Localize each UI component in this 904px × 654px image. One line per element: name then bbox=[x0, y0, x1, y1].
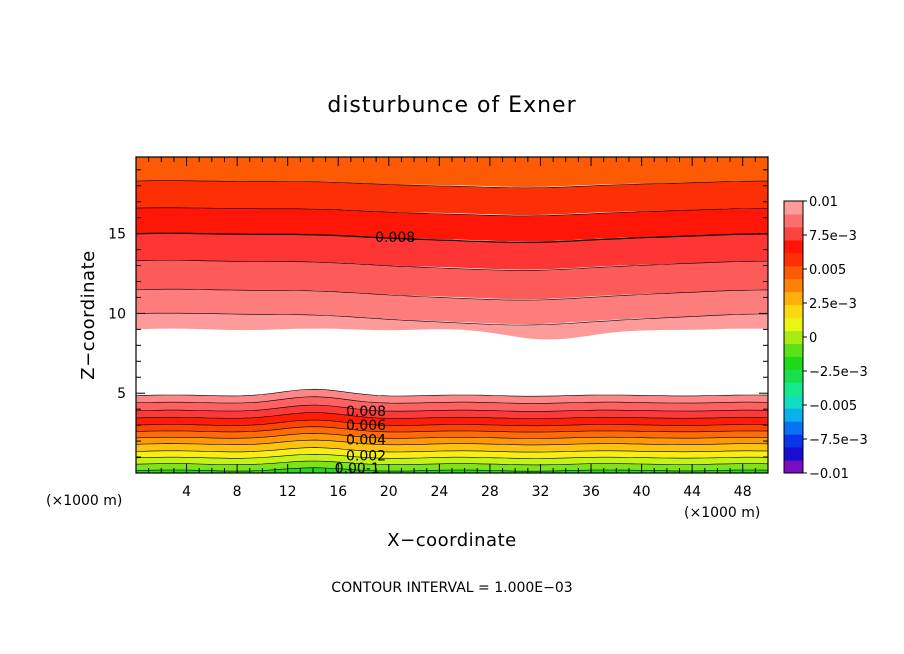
contour-line bbox=[136, 439, 768, 446]
upper-band bbox=[136, 207, 768, 242]
x-tick-label: 32 bbox=[532, 484, 550, 500]
upper-band bbox=[136, 157, 768, 187]
x-tick-label: 24 bbox=[430, 484, 448, 500]
chart-title: disturbunce of Exner bbox=[327, 93, 576, 118]
contour-line bbox=[136, 453, 768, 459]
contour-line bbox=[136, 404, 768, 412]
contour-lines bbox=[136, 180, 768, 472]
x-tick-label: 20 bbox=[380, 484, 398, 500]
lower-band bbox=[136, 420, 768, 433]
contour-line bbox=[136, 207, 768, 217]
lower-band bbox=[136, 447, 768, 459]
contour-line bbox=[136, 232, 768, 243]
colorbar-swatch bbox=[784, 317, 803, 332]
lower-band bbox=[136, 405, 768, 419]
colorbar-swatch bbox=[784, 265, 803, 280]
contour-label: 0.002 bbox=[346, 448, 386, 464]
colorbar-tick-label: 0.005 bbox=[809, 263, 846, 278]
lower-band bbox=[136, 412, 768, 426]
lower-band bbox=[136, 433, 768, 445]
colorbar-swatch bbox=[784, 278, 803, 293]
x-tick-label: 12 bbox=[279, 484, 297, 500]
colorbar-swatch bbox=[784, 304, 803, 319]
colorbar-swatch bbox=[784, 460, 803, 474]
lower-band bbox=[136, 454, 768, 465]
x-unit-right: (×1000 m) bbox=[684, 505, 760, 521]
upper-band bbox=[136, 260, 768, 300]
contour-line bbox=[136, 180, 768, 189]
x-axis-label: X−coordinate bbox=[387, 530, 516, 551]
y-tick-label: 10 bbox=[108, 306, 126, 322]
colorbar-tick-label: −7.5e−3 bbox=[809, 433, 868, 448]
colorbar-tick-label: −0.005 bbox=[809, 399, 857, 414]
colorbar-swatch bbox=[784, 434, 803, 448]
colorbar-swatch bbox=[784, 421, 803, 435]
colorbar-swatch bbox=[784, 447, 803, 461]
contour-interval-note: CONTOUR INTERVAL = 1.000E−03 bbox=[331, 580, 572, 596]
contour-line bbox=[136, 412, 768, 419]
contour-label: 0.008 bbox=[375, 230, 415, 246]
y-tick-label: 5 bbox=[117, 386, 126, 402]
contour-line bbox=[136, 460, 768, 466]
contour-line bbox=[136, 260, 768, 271]
x-tick-label: 36 bbox=[582, 484, 600, 500]
colorbar-swatch bbox=[784, 330, 803, 344]
contour-line bbox=[136, 426, 768, 433]
colorbar-swatch bbox=[784, 408, 803, 422]
colorbar-swatch bbox=[784, 382, 803, 396]
colorbar: 0.01 7.5e−3 0.005 2.5e−3 0 −2.5e−3 −0.005 −7.5e… bbox=[783, 195, 868, 482]
contour-line bbox=[136, 388, 768, 397]
colorbar-swatch bbox=[784, 213, 803, 228]
colorbar-swatch bbox=[784, 201, 803, 215]
x-unit-left: (×1000 m) bbox=[46, 493, 122, 509]
x-tick-label: 48 bbox=[734, 484, 752, 500]
contour-label: 0.00‐1 bbox=[335, 461, 380, 477]
colorbar-swatch bbox=[784, 343, 803, 357]
colorbar-swatch bbox=[784, 369, 803, 383]
y-axis-label: Z−coordinate bbox=[78, 250, 99, 379]
colorbar-tick-label: −0.01 bbox=[809, 467, 849, 482]
colorbar-tick-label: −2.5e−3 bbox=[809, 365, 868, 380]
lower-band bbox=[136, 426, 768, 439]
lower-band bbox=[136, 440, 768, 453]
colorbar-tick-label: 2.5e−3 bbox=[809, 297, 857, 312]
contour-line bbox=[136, 396, 768, 404]
colorbar-swatch bbox=[784, 226, 803, 241]
x-tick-label: 4 bbox=[182, 484, 191, 500]
contour-label: 0.008 bbox=[346, 404, 386, 420]
colorbar-swatch bbox=[784, 291, 803, 306]
x-tick-label: 44 bbox=[683, 484, 701, 500]
colorbar-swatch bbox=[784, 395, 803, 409]
colorbar-swatch bbox=[784, 239, 803, 254]
contour-label: 0.004 bbox=[346, 432, 386, 448]
contour-line bbox=[136, 433, 768, 439]
upper-band bbox=[136, 233, 768, 270]
contour-line bbox=[136, 447, 768, 453]
colorbar-swatch bbox=[784, 252, 803, 267]
x-tick-label: 28 bbox=[481, 484, 499, 500]
lower-band bbox=[136, 389, 768, 404]
colorbar-tick-label: 0.01 bbox=[809, 195, 838, 210]
x-tick-label: 16 bbox=[329, 484, 347, 500]
y-tick-label: 15 bbox=[108, 227, 126, 243]
lower-band bbox=[136, 461, 768, 472]
contour-line bbox=[136, 288, 768, 301]
contour-line bbox=[136, 312, 768, 326]
mid-band-white bbox=[136, 328, 768, 396]
upper-band bbox=[136, 289, 768, 325]
x-tick-label: 40 bbox=[633, 484, 651, 500]
colorbar-swatch bbox=[784, 356, 803, 370]
contour-line bbox=[136, 419, 768, 427]
contour-label: 0.006 bbox=[346, 418, 386, 434]
lower-band bbox=[136, 396, 768, 412]
x-tick-label: 8 bbox=[233, 484, 242, 500]
colorbar-tick-label: 0 bbox=[809, 331, 817, 346]
colorbar-tick-label: 7.5e−3 bbox=[809, 229, 857, 244]
upper-band bbox=[136, 180, 768, 215]
